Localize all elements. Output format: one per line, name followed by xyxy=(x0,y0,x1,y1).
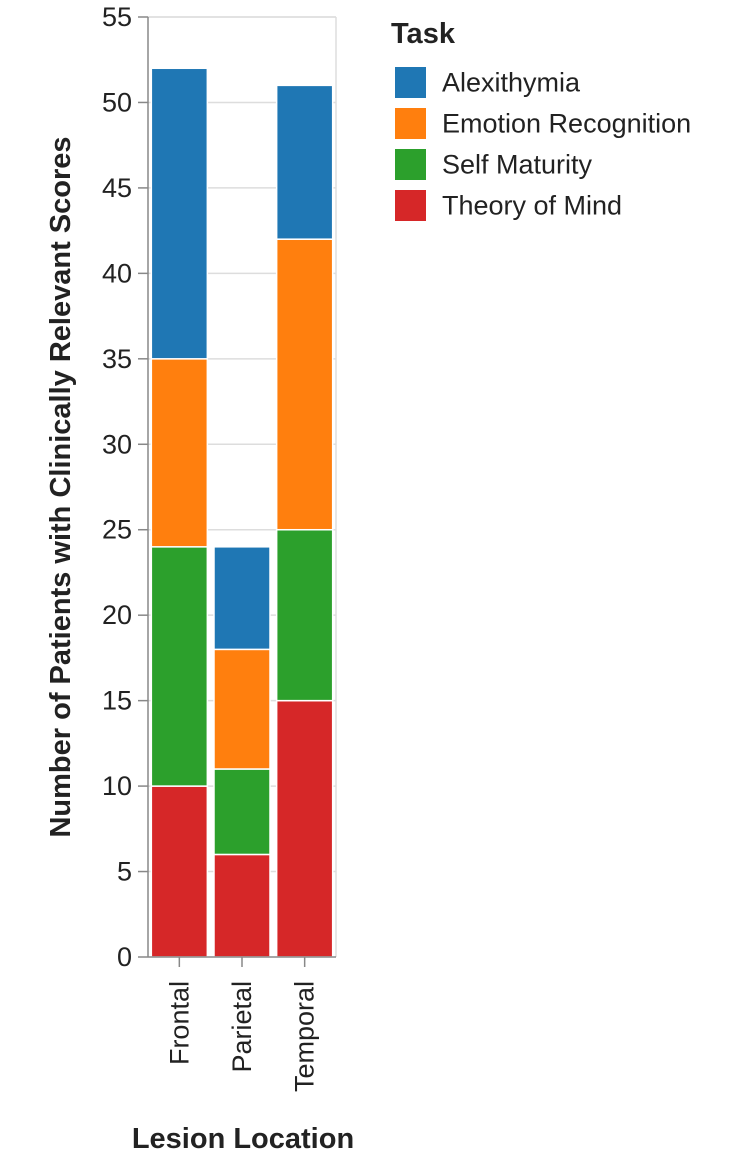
y-tick-label: 25 xyxy=(102,515,132,545)
bar-segment-frontal-emotion-recognition xyxy=(150,358,209,548)
y-tick-label: 10 xyxy=(102,771,132,801)
bar-segment-parietal-emotion-recognition xyxy=(213,648,271,770)
y-tick-label: 20 xyxy=(102,600,132,630)
y-tick-label: 45 xyxy=(102,173,132,203)
legend-swatch-alexithymia xyxy=(395,67,426,98)
x-axis-ticks: Frontal Parietal Temporal xyxy=(164,957,320,1092)
y-tick-label: 50 xyxy=(102,87,132,117)
bar-segment-frontal-theory-of-mind xyxy=(150,785,209,958)
x-tick-label: Parietal xyxy=(227,981,257,1073)
y-axis-ticks: 0 5 10 15 20 25 30 35 40 45 50 55 xyxy=(102,2,148,972)
y-tick-label: 55 xyxy=(102,2,132,32)
y-tick-label: 0 xyxy=(117,942,132,972)
legend-label: Self Maturity xyxy=(442,150,593,180)
y-tick-label: 35 xyxy=(102,344,132,374)
x-tick-label: Temporal xyxy=(290,981,320,1092)
bar-segment-temporal-self-maturity xyxy=(275,528,334,702)
y-tick-label: 30 xyxy=(102,429,132,459)
y-axis-title: Number of Patients with Clinically Relev… xyxy=(45,136,77,837)
bar-segment-temporal-emotion-recognition xyxy=(275,238,334,531)
bar-segment-temporal-alexithymia xyxy=(275,84,334,240)
y-tick-label: 5 xyxy=(117,857,132,887)
legend-swatch-theory-of-mind xyxy=(395,190,426,221)
legend-label: Theory of Mind xyxy=(442,191,622,221)
legend-label: Emotion Recognition xyxy=(442,109,691,139)
bar-segment-temporal-theory-of-mind xyxy=(275,699,334,958)
legend-items: Alexithymia Emotion Recognition Self Matur… xyxy=(395,67,691,221)
y-tick-label: 15 xyxy=(102,686,132,716)
x-tick-label: Frontal xyxy=(164,981,194,1065)
bar-segment-frontal-self-maturity xyxy=(150,546,209,787)
bars xyxy=(150,67,334,958)
legend-swatch-self-maturity xyxy=(395,149,426,180)
legend-label: Alexithymia xyxy=(442,68,581,98)
legend-title: Task xyxy=(391,18,456,50)
bar-segment-parietal-theory-of-mind xyxy=(213,853,271,958)
y-tick-label: 40 xyxy=(102,258,132,288)
legend-swatch-emotion-recognition xyxy=(395,108,426,139)
bar-segment-frontal-alexithymia xyxy=(150,67,209,360)
bar-segment-parietal-alexithymia xyxy=(213,546,271,651)
legend: Task Alexithymia Emotion Recognition Self … xyxy=(391,18,691,221)
bar-segment-parietal-self-maturity xyxy=(213,768,271,856)
x-axis-title: Lesion Location xyxy=(132,1123,354,1152)
